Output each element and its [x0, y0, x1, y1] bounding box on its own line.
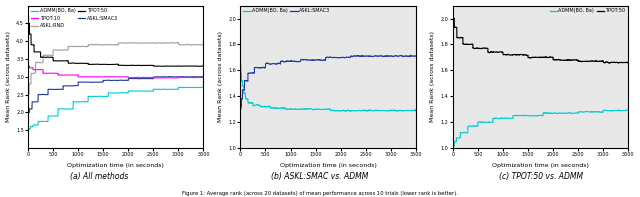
X-axis label: Optimization time (in seconds): Optimization time (in seconds) — [280, 163, 376, 168]
Legend: ADMM(BO, Ba), ASKL:SMAC3: ADMM(BO, Ba), ASKL:SMAC3 — [241, 7, 332, 15]
Legend: ADMM(BO, Ba), TPOT:50: ADMM(BO, Ba), TPOT:50 — [548, 7, 627, 15]
Y-axis label: Mean Rank (across datasets): Mean Rank (across datasets) — [430, 31, 435, 122]
Y-axis label: Mean Rank (across datasets): Mean Rank (across datasets) — [6, 31, 10, 122]
X-axis label: Optimization time (in seconds): Optimization time (in seconds) — [67, 163, 164, 168]
Text: (c) TPOT:50 vs. ADMM: (c) TPOT:50 vs. ADMM — [499, 172, 583, 181]
Text: (b) ASKL:SMAC vs. ADMM: (b) ASKL:SMAC vs. ADMM — [271, 172, 369, 181]
X-axis label: Optimization time (in seconds): Optimization time (in seconds) — [492, 163, 589, 168]
Text: Figure 1: Average rank (across 20 datasets) of mean performance across 10 trials: Figure 1: Average rank (across 20 datase… — [182, 191, 458, 196]
Y-axis label: Mean Rank (across datasets): Mean Rank (across datasets) — [218, 31, 223, 122]
Text: (a) All methods: (a) All methods — [70, 172, 129, 181]
Legend: ADMM(BO, Ba), TPOT:10, ASKL:RND, TPOT:50, ASKL:SMAC3: ADMM(BO, Ba), TPOT:10, ASKL:RND, TPOT:50… — [29, 7, 120, 30]
